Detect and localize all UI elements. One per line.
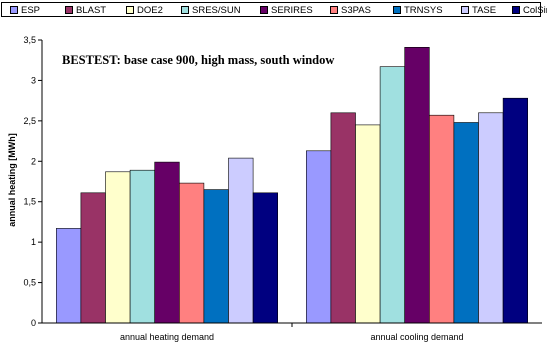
legend-swatch: [512, 6, 520, 14]
legend-label: SERIRES: [271, 4, 313, 16]
bar-s3pas-cooling: [428, 114, 455, 324]
bar-sres-sun-cooling: [379, 66, 406, 324]
legend-swatch: [65, 6, 73, 14]
bar-esp-heating: [55, 228, 82, 324]
bar-colsim-cooling: [502, 97, 529, 324]
y-tick-label: 2,5: [23, 116, 36, 126]
legend-item-sres-sun: SRES/SUN: [181, 4, 241, 16]
y-tick-label: 3: [31, 75, 36, 85]
legend-item-doe2: DOE2: [126, 4, 163, 16]
bar-serires-heating: [154, 161, 180, 324]
legend-item-serires: SERIRES: [260, 4, 313, 16]
bar-colsim-heating: [252, 192, 279, 324]
bar-tase-heating: [228, 157, 254, 324]
bar-doe2-heating: [105, 171, 131, 324]
legend-label: BLAST: [76, 4, 107, 16]
bar-blast-cooling: [330, 112, 356, 324]
legend-swatch: [10, 6, 18, 14]
legend-label: ESP: [21, 4, 41, 16]
bar-esp-cooling: [305, 150, 332, 324]
legend-item-tase: TASE: [461, 4, 496, 16]
bar-tase-cooling: [478, 112, 504, 324]
legend-label: ColSim: [523, 4, 547, 16]
legend-item-esp: ESP: [10, 4, 40, 16]
y-tick-label: 2: [31, 156, 36, 166]
legend-item-colsim: ColSim: [512, 4, 547, 16]
legend-swatch: [181, 6, 189, 14]
y-tick-label: 0,5: [23, 278, 36, 288]
legend-swatch: [260, 6, 268, 14]
bar-trnsys-cooling: [453, 122, 479, 324]
bar-blast-heating: [80, 192, 106, 324]
y-tick-label: 1: [31, 237, 36, 247]
legend-label: TASE: [472, 4, 497, 16]
legend-swatch: [461, 6, 469, 14]
legend-item-blast: BLAST: [65, 4, 106, 16]
y-tick-label: 0: [31, 318, 36, 328]
bar-sres-sun-heating: [129, 169, 156, 324]
bar-doe2-cooling: [355, 124, 381, 324]
chart-title: BESTEST: base case 900, high mass, south…: [62, 53, 335, 67]
bar-s3pas-heating: [179, 182, 205, 324]
x-tick-label: annual cooling demand: [370, 332, 463, 342]
legend-item-s3pas: S3PAS: [330, 4, 371, 16]
y-tick-label: 3,5: [23, 35, 36, 45]
y-tick-label: 1,5: [23, 197, 36, 207]
legend-item-trnsys: TRNSYS: [393, 4, 443, 16]
legend-swatch: [330, 6, 338, 14]
legend-label: SRES/SUN: [192, 4, 241, 16]
legend-label: TRNSYS: [404, 4, 443, 16]
legend-swatch: [393, 6, 401, 14]
legend-swatch: [126, 6, 134, 14]
legend-label: DOE2: [137, 4, 163, 16]
legend: ESP BLAST DOE2 SRES/SUN SERIRES S3PAS TRNSYS TA…: [1, 2, 547, 17]
x-tick-label: annual heating demand: [120, 332, 214, 342]
legend-label: S3PAS: [341, 4, 371, 16]
bar-serires-cooling: [404, 46, 430, 324]
y-axis-label: annual heating [MWh]: [7, 133, 17, 227]
bar-trnsys-heating: [203, 189, 229, 324]
